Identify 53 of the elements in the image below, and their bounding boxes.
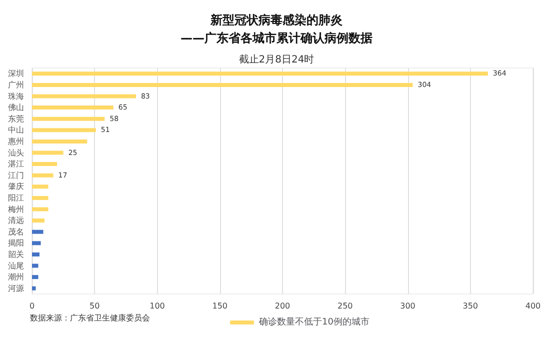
y-tick-label: 中山 xyxy=(8,126,24,135)
x-tick-label: 50 xyxy=(90,302,100,310)
y-tick-label: 江门 xyxy=(8,170,24,180)
y-tick-label: 阳江 xyxy=(8,193,24,202)
y-tick-label: 韶关 xyxy=(8,250,24,259)
y-tick-label: 珠海 xyxy=(8,92,24,101)
x-tick-label: 300 xyxy=(400,302,416,310)
x-tick-label: 250 xyxy=(337,302,353,310)
y-tick-label: 河源 xyxy=(8,284,24,293)
y-tick-label: 深圳 xyxy=(8,69,24,78)
bar xyxy=(32,128,96,132)
y-tick-label: 梅州 xyxy=(7,204,24,214)
chart-title: 新型冠状病毒感染的肺炎 ——广东省各城市累计确认病例数据 xyxy=(180,13,372,45)
y-tick-label: 潮州 xyxy=(8,272,24,282)
legend-label: 确诊数量不低于10例的城市 xyxy=(258,316,370,328)
x-tick-label: 350 xyxy=(462,302,478,310)
bar xyxy=(32,82,413,87)
bar xyxy=(32,139,88,144)
y-tick-label: 汕尾 xyxy=(8,261,24,270)
bar xyxy=(32,116,105,121)
bar xyxy=(32,94,136,98)
x-tick-label: 150 xyxy=(212,302,228,310)
y-tick-label: 茂名 xyxy=(8,227,24,236)
y-tick-label: 湛江 xyxy=(8,160,24,169)
bar xyxy=(32,196,48,200)
bar xyxy=(32,286,36,290)
x-tick-label: 400 xyxy=(525,302,541,310)
bar xyxy=(32,230,44,234)
y-tick-label: 肇庆 xyxy=(8,182,24,192)
y-tick-label: 惠州 xyxy=(7,136,24,146)
x-tick-label: 100 xyxy=(150,302,165,310)
bar xyxy=(32,218,45,223)
bar xyxy=(32,173,54,178)
bar xyxy=(32,106,114,110)
y-tick-label: 佛山 xyxy=(8,103,24,112)
x-tick-label: 200 xyxy=(274,302,290,310)
y-tick-label: 揭阳 xyxy=(8,238,24,248)
chart-subtitle: 截止2月8日24时 xyxy=(238,54,314,66)
bar xyxy=(32,252,40,256)
y-tick-label: 汕头 xyxy=(8,148,24,158)
y-tick-label: 清远 xyxy=(8,216,24,226)
x-tick-label: 0 xyxy=(29,302,35,310)
y-tick-label: 东莞 xyxy=(8,114,24,124)
bar xyxy=(32,184,48,189)
bar xyxy=(32,162,58,166)
bar xyxy=(32,241,41,246)
y-tick-label: 广州 xyxy=(8,80,24,90)
bar xyxy=(32,275,38,280)
bar xyxy=(32,150,64,155)
source-note: 数据来源：广东省卫生健康委员会 xyxy=(30,314,150,322)
bar xyxy=(32,264,38,268)
bar xyxy=(32,207,48,212)
bar xyxy=(32,72,488,76)
